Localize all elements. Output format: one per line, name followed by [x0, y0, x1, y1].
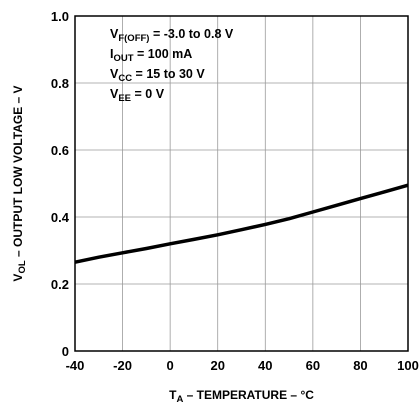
y-axis-label: VOL – OUTPUT LOW VOLTAGE – V	[11, 85, 28, 281]
y-tick-label: 0.2	[51, 277, 69, 292]
y-tick-label: 0	[62, 344, 69, 359]
y-tick-label: 1.0	[51, 9, 69, 24]
y-tick-label: 0.8	[51, 76, 69, 91]
x-axis-label: TA – TEMPERATURE – °C	[169, 388, 314, 405]
x-tick-label: 80	[353, 358, 367, 373]
y-tick-label: 0.6	[51, 143, 69, 158]
x-tick-label: 20	[210, 358, 224, 373]
x-tick-label: -20	[113, 358, 132, 373]
x-tick-label: 100	[397, 358, 419, 373]
series-line-0	[74, 183, 409, 264]
y-tick-label: 0.4	[51, 210, 70, 225]
annotation-vf-off: VF(OFF) = -3.0 to 0.8 V	[110, 27, 234, 44]
annotation-vcc: VCC = 15 to 30 V	[110, 67, 205, 84]
x-tick-label: 0	[167, 358, 174, 373]
tick-labels: -40 -20 0 20 40 60 80 100 0 0.2 0.4 0.6 0.8 1.0	[51, 9, 419, 373]
annotation-iout: IOUT = 100 mA	[110, 47, 192, 64]
x-tick-label: 60	[306, 358, 320, 373]
grid	[74, 15, 409, 352]
x-tick-label: -40	[66, 358, 85, 373]
annotation-vee: VEE = 0 V	[110, 87, 165, 104]
series	[74, 183, 409, 264]
x-tick-label: 40	[258, 358, 272, 373]
plot-frame	[74, 15, 409, 352]
